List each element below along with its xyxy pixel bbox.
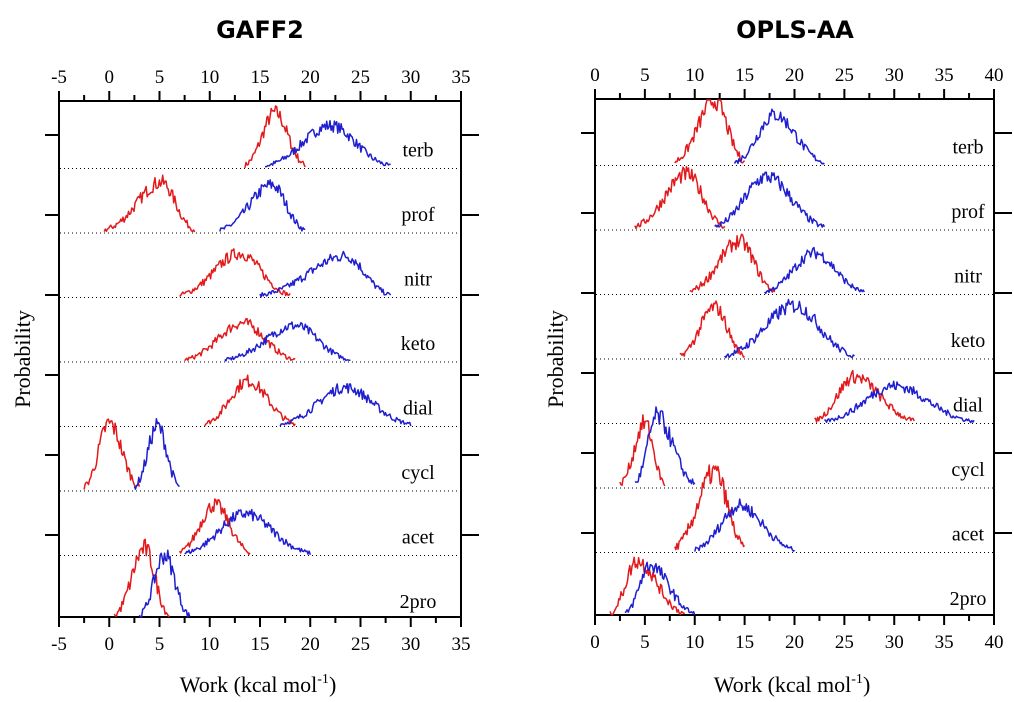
red-distribution [690,234,775,292]
molecule-label: cycl [401,462,435,484]
molecule-label: prof [401,204,435,226]
histogram-rows: terb prof nitr keto dial cycl acet 2pro [60,106,460,617]
blue-distribution [185,510,311,555]
molecule-label: keto [951,330,985,352]
molecule-label: cycl [951,459,985,481]
blue-distribution [765,248,865,294]
red-distribution [104,175,195,232]
x-tick-label-top: 35 [452,67,471,88]
red-distribution [180,249,291,297]
x-tick-label-bottom: 10 [200,634,219,655]
blue-distribution [695,499,795,551]
x-tick-label-bottom: 20 [785,632,804,653]
red-distribution [680,301,745,357]
molecule-label: terb [402,140,433,162]
histogram-rows: terb prof nitr keto dial cycl acet 2pro [596,100,993,615]
x-tick-label-top: 25 [351,67,370,88]
x-tick-label-top: 0 [590,65,600,86]
x-tick-label-bottom: 0 [590,632,600,653]
blue-distribution [220,180,305,232]
molecule-label: keto [401,333,435,355]
y-axis-label: Probability [543,310,568,408]
x-tick-label-bottom: 25 [351,634,370,655]
molecule-label: terb [952,137,983,159]
y-axis-label: Probability [10,310,35,408]
x-tick-label-bottom: 15 [251,634,270,655]
blue-distribution [134,419,179,489]
x-tick-label-top: 5 [640,65,650,86]
x-tick-label-top: 25 [835,65,854,86]
plot-frame [59,101,461,617]
x-tick-label-bottom: 5 [640,632,650,653]
x-tick-label-bottom: 35 [935,632,954,653]
x-tick-label-top: 0 [105,67,115,88]
red-distribution [635,167,725,229]
red-distribution [205,375,296,426]
panel-gaff2: GAFF2 Probability Work (kcal mol-1) -5 -5… [10,16,479,697]
red-distribution [620,415,665,486]
x-tick-label-bottom: 35 [452,634,471,655]
red-distribution [114,539,169,616]
x-axis-label: Work (kcal mol-1) [714,672,871,697]
molecule-label: nitr [404,269,432,291]
blue-distribution [280,384,411,426]
x-tick-label-top: -5 [51,67,67,88]
x-tick-label-top: 30 [885,65,904,86]
molecule-label: acet [952,524,985,546]
blue-distribution [225,322,351,361]
panel-title: GAFF2 [216,16,304,44]
x-tick-label-top: 10 [685,65,704,86]
x-tick-label-top: 5 [155,67,165,88]
x-tick-label-top: 15 [251,67,270,88]
red-distribution [180,499,250,554]
panel-title: OPLS-AA [736,16,854,44]
molecule-label: dial [403,398,433,420]
x-tick-label-bottom: 0 [105,634,115,655]
blue-distribution [735,109,825,164]
x-tick-label-bottom: 15 [735,632,754,653]
molecule-label: prof [951,201,985,223]
blue-distribution [725,300,855,358]
x-tick-label-top: 35 [935,65,954,86]
molecule-label: dial [953,395,983,417]
x-tick-label-top: 10 [200,67,219,88]
x-axis-label: Work (kcal mol-1) [180,672,337,697]
x-tick-label-top: 20 [785,65,804,86]
panel-opls-aa: OPLS-AA Probability Work (kcal mol-1) 0 0… [543,16,1012,697]
x-tick-label-bottom: 20 [301,634,320,655]
x-tick-label-top: 40 [985,65,1004,86]
x-tick-label-bottom: 5 [155,634,165,655]
molecule-label: nitr [954,266,982,288]
red-distribution [675,100,745,163]
red-distribution [815,371,915,423]
molecule-label: 2pro [400,591,437,613]
x-tick-label-top: 20 [301,67,320,88]
red-distribution [84,419,139,489]
blue-distribution [715,172,825,227]
molecule-label: acet [402,527,435,549]
x-tick-label-top: 15 [735,65,754,86]
plot-frame [595,99,994,615]
x-tick-label-bottom: 40 [985,632,1004,653]
x-tick-label-bottom: 10 [685,632,704,653]
x-tick-label-bottom: -5 [51,634,67,655]
x-tick-label-bottom: 25 [835,632,854,653]
x-tick-label-bottom: 30 [401,634,420,655]
x-tick-label-bottom: 30 [885,632,904,653]
molecule-label: 2pro [950,588,987,610]
x-tick-label-top: 30 [401,67,420,88]
red-distribution [245,106,305,168]
